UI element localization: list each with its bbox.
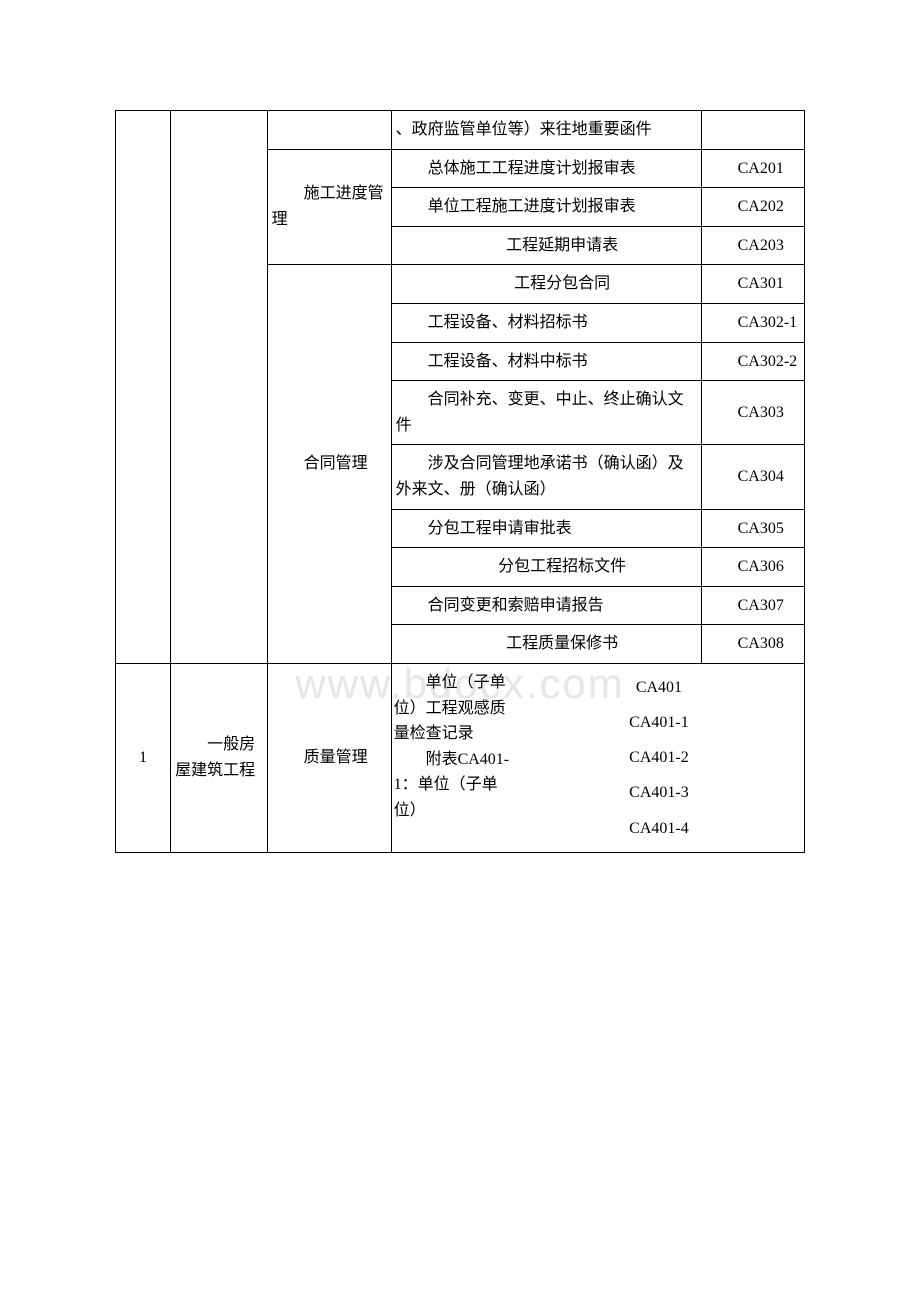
cell-description: 合同变更和索赔申请报告 xyxy=(391,586,701,625)
cell-description: 工程延期申请表 xyxy=(391,226,701,265)
cell-merged-content: 单位（子单位）工程观感质量检查记录 附表CA401-1：单位（子单位） CA40… xyxy=(391,663,804,852)
code-item: CA401-2 xyxy=(629,749,689,766)
sub-description: 单位（子单位）工程观感质量检查记录 附表CA401-1：单位（子单位） xyxy=(394,670,525,824)
cell-project-type: 一般房屋建筑工程 xyxy=(171,663,267,852)
cell-code: CA202 xyxy=(701,188,804,227)
category-label: 施工进度管理 xyxy=(272,185,384,228)
cell-code: CA306 xyxy=(701,548,804,587)
cell-index: 1 xyxy=(116,663,171,852)
cell-code: CA203 xyxy=(701,226,804,265)
cell-col2-empty xyxy=(171,111,267,664)
cell-category xyxy=(267,111,391,150)
code-item: CA401-1 xyxy=(629,714,689,731)
code-item: CA401 xyxy=(636,679,682,696)
cell-description: 工程设备、材料中标书 xyxy=(391,342,701,381)
cell-code: CA302-1 xyxy=(701,303,804,342)
document-table: 、政府监管单位等）来往地重要函件 施工进度管理 总体施工工程进度计划报审表 CA… xyxy=(115,110,805,853)
cell-category: 合同管理 xyxy=(267,265,391,664)
cell-category: 施工进度管理 xyxy=(267,149,391,265)
cell-code: CA304 xyxy=(701,445,804,509)
cell-description: 工程分包合同 xyxy=(391,265,701,304)
cell-code: CA303 xyxy=(701,381,804,445)
document-content: 、政府监管单位等）来往地重要函件 施工进度管理 总体施工工程进度计划报审表 CA… xyxy=(115,110,805,853)
code-item: CA401-4 xyxy=(629,820,689,837)
cell-description: 合同补充、变更、中止、终止确认文件 xyxy=(391,381,701,445)
cell-description: 分包工程招标文件 xyxy=(391,548,701,587)
cell-description: 总体施工工程进度计划报审表 xyxy=(391,149,701,188)
cell-code: CA301 xyxy=(701,265,804,304)
category-label: 合同管理 xyxy=(304,455,368,472)
cell-code: CA302-2 xyxy=(701,342,804,381)
cell-category: 质量管理 xyxy=(267,663,391,852)
cell-code: CA307 xyxy=(701,586,804,625)
cell-description: 分包工程申请审批表 xyxy=(391,509,701,548)
cell-code xyxy=(701,111,804,150)
cell-description: 、政府监管单位等）来往地重要函件 xyxy=(391,111,701,150)
cell-description: 单位工程施工进度计划报审表 xyxy=(391,188,701,227)
table-row: 1 一般房屋建筑工程 质量管理 单位（子单位）工程观感质量检查记录 附表CA40… xyxy=(116,663,805,852)
cell-description: 工程设备、材料招标书 xyxy=(391,303,701,342)
sub-codes: CA401 CA401-1 CA401-2 CA401-3 CA401-4 xyxy=(528,670,789,846)
cell-description: 工程质量保修书 xyxy=(391,625,701,664)
cell-description: 涉及合同管理地承诺书（确认函）及外来文、册（确认函） xyxy=(391,445,701,509)
cell-col1-empty xyxy=(116,111,171,664)
code-item: CA401-3 xyxy=(629,784,689,801)
table-row: 、政府监管单位等）来往地重要函件 xyxy=(116,111,805,150)
cell-code: CA201 xyxy=(701,149,804,188)
cell-code: CA305 xyxy=(701,509,804,548)
cell-code: CA308 xyxy=(701,625,804,664)
